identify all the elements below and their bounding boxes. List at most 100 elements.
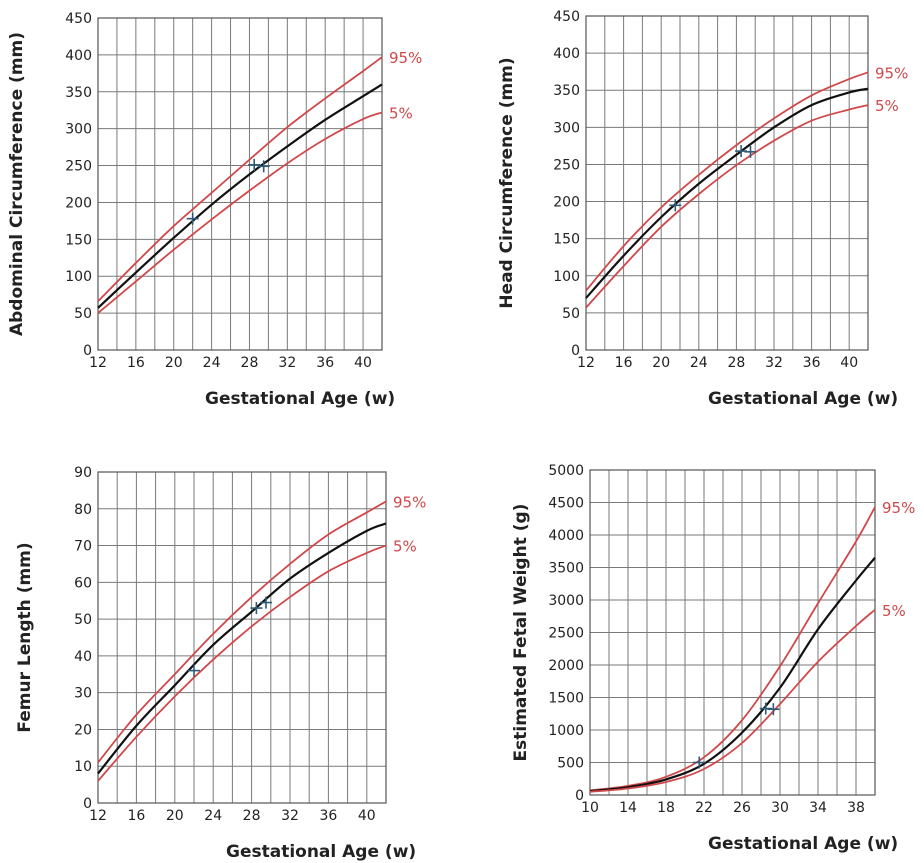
series-line-p95: [585, 71, 869, 292]
series-line-p05: [97, 544, 387, 782]
y-tick-label: 1000: [548, 723, 584, 739]
y-tick-label: 10: [74, 759, 92, 775]
x-tick-label: 12: [89, 355, 107, 371]
series-label-p95: 95%: [389, 49, 422, 67]
measurement-marker: [693, 756, 706, 769]
x-tick-label: 26: [733, 800, 751, 816]
x-tick-label: 38: [847, 800, 865, 816]
y-axis-title: Estimated Fetal Weight (g): [511, 504, 531, 762]
y-tick-label: 400: [65, 48, 92, 64]
measurement-marker: [188, 664, 200, 677]
grid: [589, 469, 876, 796]
y-axis-title: Femur Length (mm): [15, 542, 35, 732]
x-tick-label: 40: [840, 355, 858, 371]
y-tick-label: 400: [553, 46, 580, 62]
y-tick-label: 2000: [548, 658, 584, 674]
y-tick-label: 150: [553, 232, 580, 248]
x-tick-label: 14: [619, 800, 637, 816]
chart-ac: 0 50 100 150 200 250 300 350 400 450 12 16 20 24 28 32 3…: [7, 11, 422, 409]
x-tick-label: 34: [809, 800, 827, 816]
grid: [585, 15, 869, 351]
x-axis-title: Gestational Age (w): [205, 389, 395, 409]
y-tick-label: 100: [65, 269, 92, 285]
plot-frame: [97, 17, 383, 351]
series-line-p05: [97, 111, 383, 314]
x-tick-label: 36: [803, 355, 821, 371]
y-tick-label: 50: [74, 306, 92, 322]
x-tick-label: 30: [771, 800, 789, 816]
x-tick-label: 24: [204, 808, 222, 824]
y-tick-label: 200: [553, 195, 580, 211]
y-tick-label: 4000: [548, 528, 584, 544]
x-axis-title: Gestational Age (w): [226, 842, 416, 862]
x-tick-label: 22: [695, 800, 713, 816]
plot-frame: [589, 469, 876, 796]
grid: [97, 17, 383, 351]
y-tick-label: 70: [74, 539, 92, 555]
y-tick-label: 50: [74, 612, 92, 628]
series-line-p50: [589, 557, 876, 793]
y-tick-label: 0: [571, 343, 580, 359]
y-tick-label: 50: [562, 306, 580, 322]
series-line-p50: [97, 83, 383, 309]
y-tick-label: 450: [65, 11, 92, 27]
plot-frame: [585, 15, 869, 351]
x-tick-label: 16: [615, 355, 633, 371]
series-line-p05: [585, 104, 869, 309]
y-tick-label: 60: [74, 575, 92, 591]
measurement-marker: [669, 199, 682, 212]
y-tick-label: 300: [553, 120, 580, 136]
series-label-p95: 95%: [875, 64, 908, 82]
chart-hc: 0 50 100 150 200 250 300 350 400 450 12 16 20 24 28 32 3…: [497, 9, 908, 409]
measurement-marker: [767, 703, 780, 716]
x-tick-label: 20: [165, 355, 183, 371]
y-tick-label: 250: [553, 157, 580, 173]
plot-frame: [97, 471, 387, 804]
x-tick-label: 10: [581, 800, 599, 816]
y-tick-label: 350: [65, 85, 92, 101]
y-axis-title: Abdominal Circumference (mm): [7, 32, 27, 336]
y-tick-label: 300: [65, 122, 92, 138]
x-tick-label: 32: [278, 355, 296, 371]
measurement-marker: [260, 596, 272, 609]
x-tick-label: 12: [577, 355, 595, 371]
y-tick-label: 3000: [548, 593, 584, 609]
series-label-p05: 5%: [393, 538, 417, 556]
x-tick-label: 28: [727, 355, 745, 371]
y-tick-label: 4500: [548, 496, 584, 512]
x-tick-label: 36: [319, 808, 337, 824]
measurement-marker: [248, 158, 261, 171]
x-tick-label: 12: [89, 808, 107, 824]
x-tick-label: 18: [657, 800, 675, 816]
y-tick-label: 80: [74, 502, 92, 518]
x-tick-label: 32: [765, 355, 783, 371]
x-tick-label: 16: [127, 808, 145, 824]
x-tick-label: 28: [243, 808, 261, 824]
measurement-marker: [250, 602, 263, 615]
y-tick-label: 1500: [548, 691, 584, 707]
measurement-marker: [744, 145, 757, 158]
y-tick-label: 150: [65, 232, 92, 248]
y-tick-label: 0: [83, 343, 92, 359]
grid: [97, 471, 387, 804]
measurement-marker: [186, 212, 199, 225]
y-tick-label: 100: [553, 269, 580, 285]
series-line-p95: [97, 500, 387, 764]
y-tick-label: 350: [553, 83, 580, 99]
y-tick-label: 40: [74, 649, 92, 665]
x-tick-label: 28: [241, 355, 259, 371]
x-tick-label: 36: [316, 355, 334, 371]
series-line-p95: [589, 506, 876, 792]
x-axis-title: Gestational Age (w): [708, 389, 898, 409]
x-tick-label: 40: [358, 808, 376, 824]
y-tick-label: 3500: [548, 561, 584, 577]
chart-efw: 0 500 1000 1500 2000 2500 3000 3500 4000 4500 5000…: [511, 463, 915, 854]
y-tick-label: 2500: [548, 626, 584, 642]
x-tick-label: 16: [127, 355, 145, 371]
y-axis-title: Head Circumference (mm): [497, 57, 517, 308]
x-tick-label: 40: [354, 355, 372, 371]
x-tick-label: 24: [690, 355, 708, 371]
x-tick-label: 32: [281, 808, 299, 824]
y-tick-label: 30: [74, 686, 92, 702]
